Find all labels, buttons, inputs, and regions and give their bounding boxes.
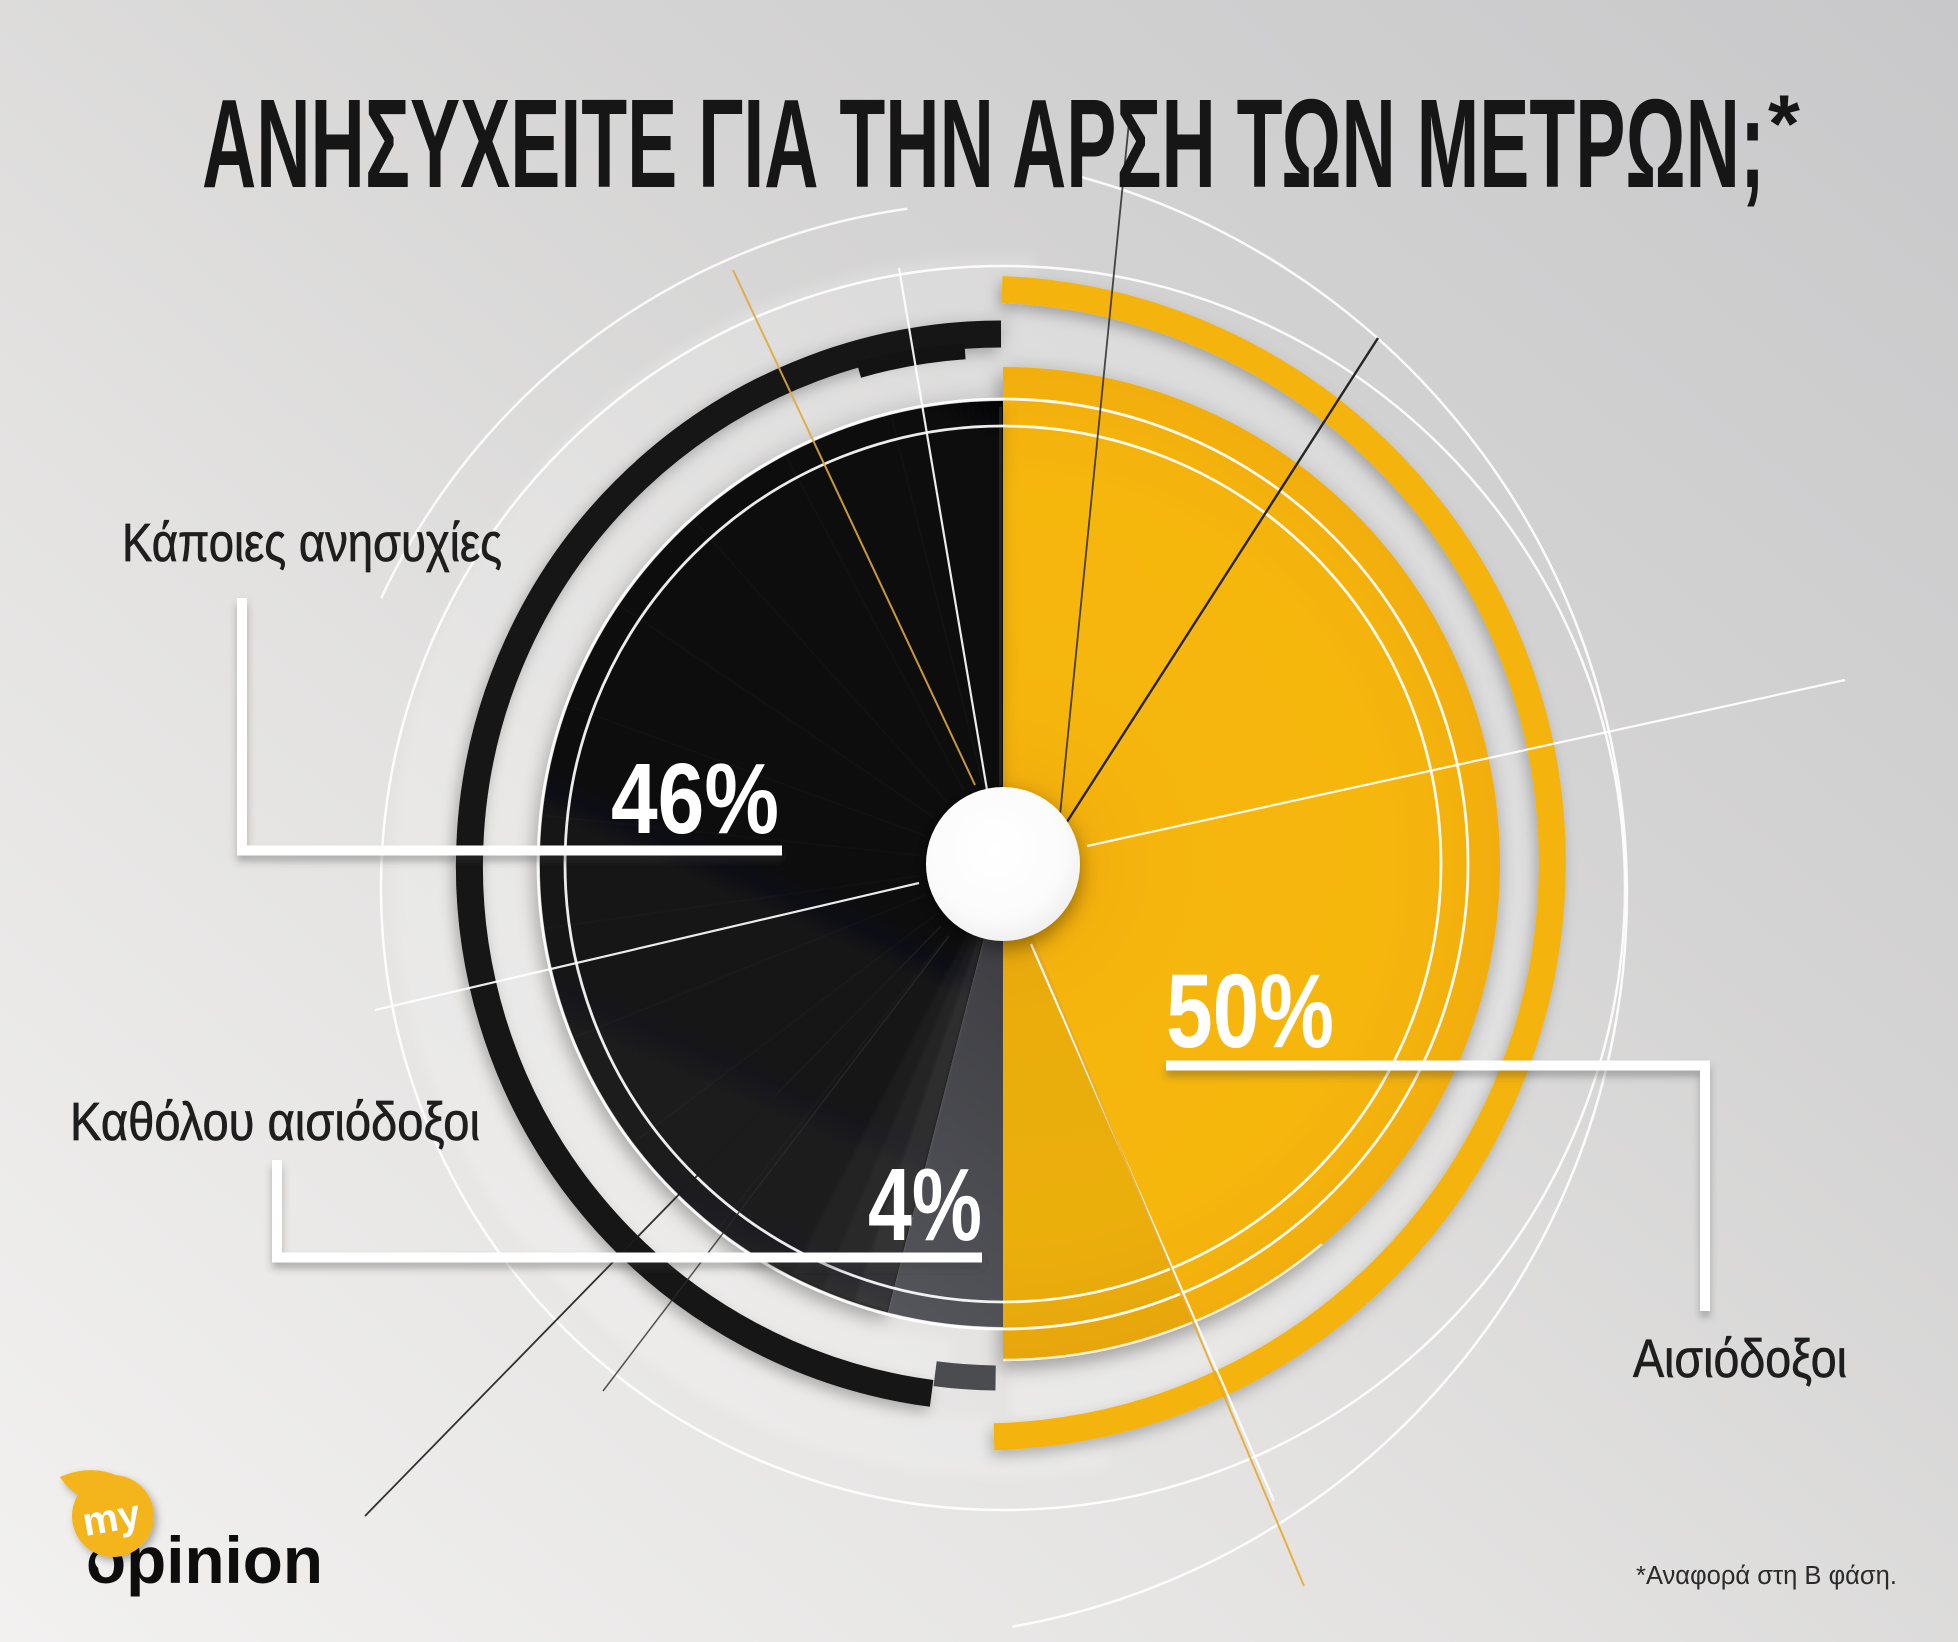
svg-text:46%: 46% bbox=[611, 743, 779, 855]
svg-text:ΑΝΗΣΥΧΕΙΤΕ ΓΙΑ ΤΗΝ ΑΡΣΗ ΤΩΝ ΜΕ: ΑΝΗΣΥΧΕΙΤΕ ΓΙΑ ΤΗΝ ΑΡΣΗ ΤΩΝ ΜΕΤΡΩΝ; bbox=[202, 73, 1765, 214]
svg-text:50%: 50% bbox=[1166, 953, 1334, 1070]
svg-text:*Αναφορά στη Β φάση.: *Αναφορά στη Β φάση. bbox=[1636, 1562, 1897, 1590]
svg-text:my: my bbox=[79, 1492, 144, 1546]
svg-text:*: * bbox=[1768, 79, 1800, 170]
svg-text:4%: 4% bbox=[868, 1147, 982, 1262]
svg-text:Αισιόδοξοι: Αισιόδοξοι bbox=[1633, 1329, 1847, 1389]
svg-text:Κάποιες ανησυχίες: Κάποιες ανησυχίες bbox=[122, 513, 502, 573]
svg-text:Καθόλου αισιόδοξοι: Καθόλου αισιόδοξοι bbox=[70, 1092, 480, 1152]
